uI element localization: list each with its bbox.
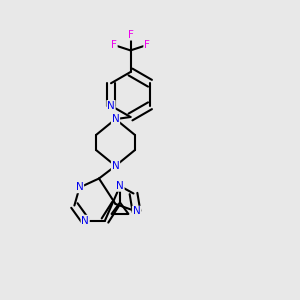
Text: F: F xyxy=(111,40,117,50)
Text: N: N xyxy=(107,101,115,111)
Text: N: N xyxy=(76,182,83,193)
Text: F: F xyxy=(144,40,150,50)
Text: N: N xyxy=(133,206,140,217)
Text: F: F xyxy=(128,30,134,40)
Text: N: N xyxy=(116,181,124,191)
Text: N: N xyxy=(81,215,89,226)
Text: N: N xyxy=(112,161,119,171)
Text: N: N xyxy=(112,114,119,124)
